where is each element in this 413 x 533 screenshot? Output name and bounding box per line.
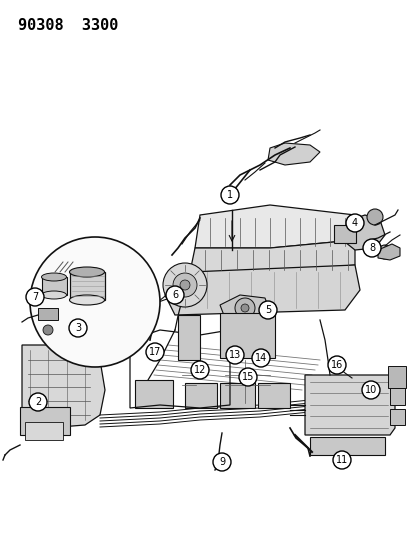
Circle shape — [163, 263, 206, 307]
FancyBboxPatch shape — [333, 225, 355, 243]
Circle shape — [29, 393, 47, 411]
Ellipse shape — [69, 267, 104, 277]
FancyBboxPatch shape — [219, 313, 274, 358]
Text: 2: 2 — [35, 397, 41, 407]
Text: 13: 13 — [228, 350, 240, 360]
FancyBboxPatch shape — [135, 380, 173, 408]
Text: 15: 15 — [241, 372, 254, 382]
Circle shape — [235, 298, 254, 318]
FancyBboxPatch shape — [25, 422, 63, 440]
FancyBboxPatch shape — [389, 409, 404, 425]
Circle shape — [225, 346, 243, 364]
Text: 11: 11 — [335, 455, 347, 465]
Polygon shape — [165, 265, 359, 315]
Polygon shape — [267, 143, 319, 165]
Circle shape — [240, 304, 248, 312]
Circle shape — [362, 239, 380, 257]
FancyBboxPatch shape — [185, 383, 216, 408]
Text: 9: 9 — [218, 457, 225, 467]
Circle shape — [252, 349, 269, 367]
Text: 12: 12 — [193, 365, 206, 375]
Ellipse shape — [41, 291, 66, 299]
Circle shape — [212, 453, 230, 471]
FancyBboxPatch shape — [389, 387, 404, 405]
Text: 1: 1 — [226, 190, 233, 200]
Circle shape — [26, 288, 44, 306]
Text: 90308  3300: 90308 3300 — [18, 18, 118, 33]
Circle shape — [345, 214, 363, 232]
Text: 16: 16 — [330, 360, 342, 370]
Circle shape — [190, 361, 209, 379]
Polygon shape — [219, 295, 269, 320]
Circle shape — [166, 286, 183, 304]
FancyBboxPatch shape — [257, 383, 289, 408]
FancyBboxPatch shape — [70, 272, 105, 300]
Circle shape — [146, 343, 164, 361]
Circle shape — [221, 186, 238, 204]
Text: 10: 10 — [364, 385, 376, 395]
Polygon shape — [22, 345, 105, 430]
Text: 5: 5 — [264, 305, 271, 315]
Text: 7: 7 — [32, 292, 38, 302]
Ellipse shape — [69, 295, 104, 305]
Ellipse shape — [41, 273, 66, 281]
FancyBboxPatch shape — [178, 315, 199, 360]
Circle shape — [259, 301, 276, 319]
Polygon shape — [377, 244, 399, 260]
FancyBboxPatch shape — [42, 277, 67, 295]
Circle shape — [238, 368, 256, 386]
Circle shape — [327, 356, 345, 374]
Circle shape — [180, 280, 190, 290]
Circle shape — [361, 381, 379, 399]
FancyBboxPatch shape — [219, 383, 254, 408]
Text: 8: 8 — [368, 243, 374, 253]
Circle shape — [377, 245, 391, 259]
FancyBboxPatch shape — [20, 407, 70, 435]
Polygon shape — [195, 205, 354, 248]
Text: 14: 14 — [254, 353, 266, 363]
Polygon shape — [190, 240, 354, 272]
Circle shape — [30, 237, 159, 367]
Polygon shape — [344, 215, 384, 250]
FancyBboxPatch shape — [309, 437, 384, 455]
Circle shape — [332, 451, 350, 469]
FancyBboxPatch shape — [38, 308, 58, 320]
FancyBboxPatch shape — [387, 366, 405, 388]
Text: 6: 6 — [171, 290, 178, 300]
Text: 4: 4 — [351, 218, 357, 228]
Text: 17: 17 — [148, 347, 161, 357]
Circle shape — [69, 319, 87, 337]
Text: 3: 3 — [75, 323, 81, 333]
Polygon shape — [304, 375, 394, 435]
Circle shape — [173, 273, 197, 297]
Circle shape — [43, 325, 53, 335]
Circle shape — [366, 209, 382, 225]
